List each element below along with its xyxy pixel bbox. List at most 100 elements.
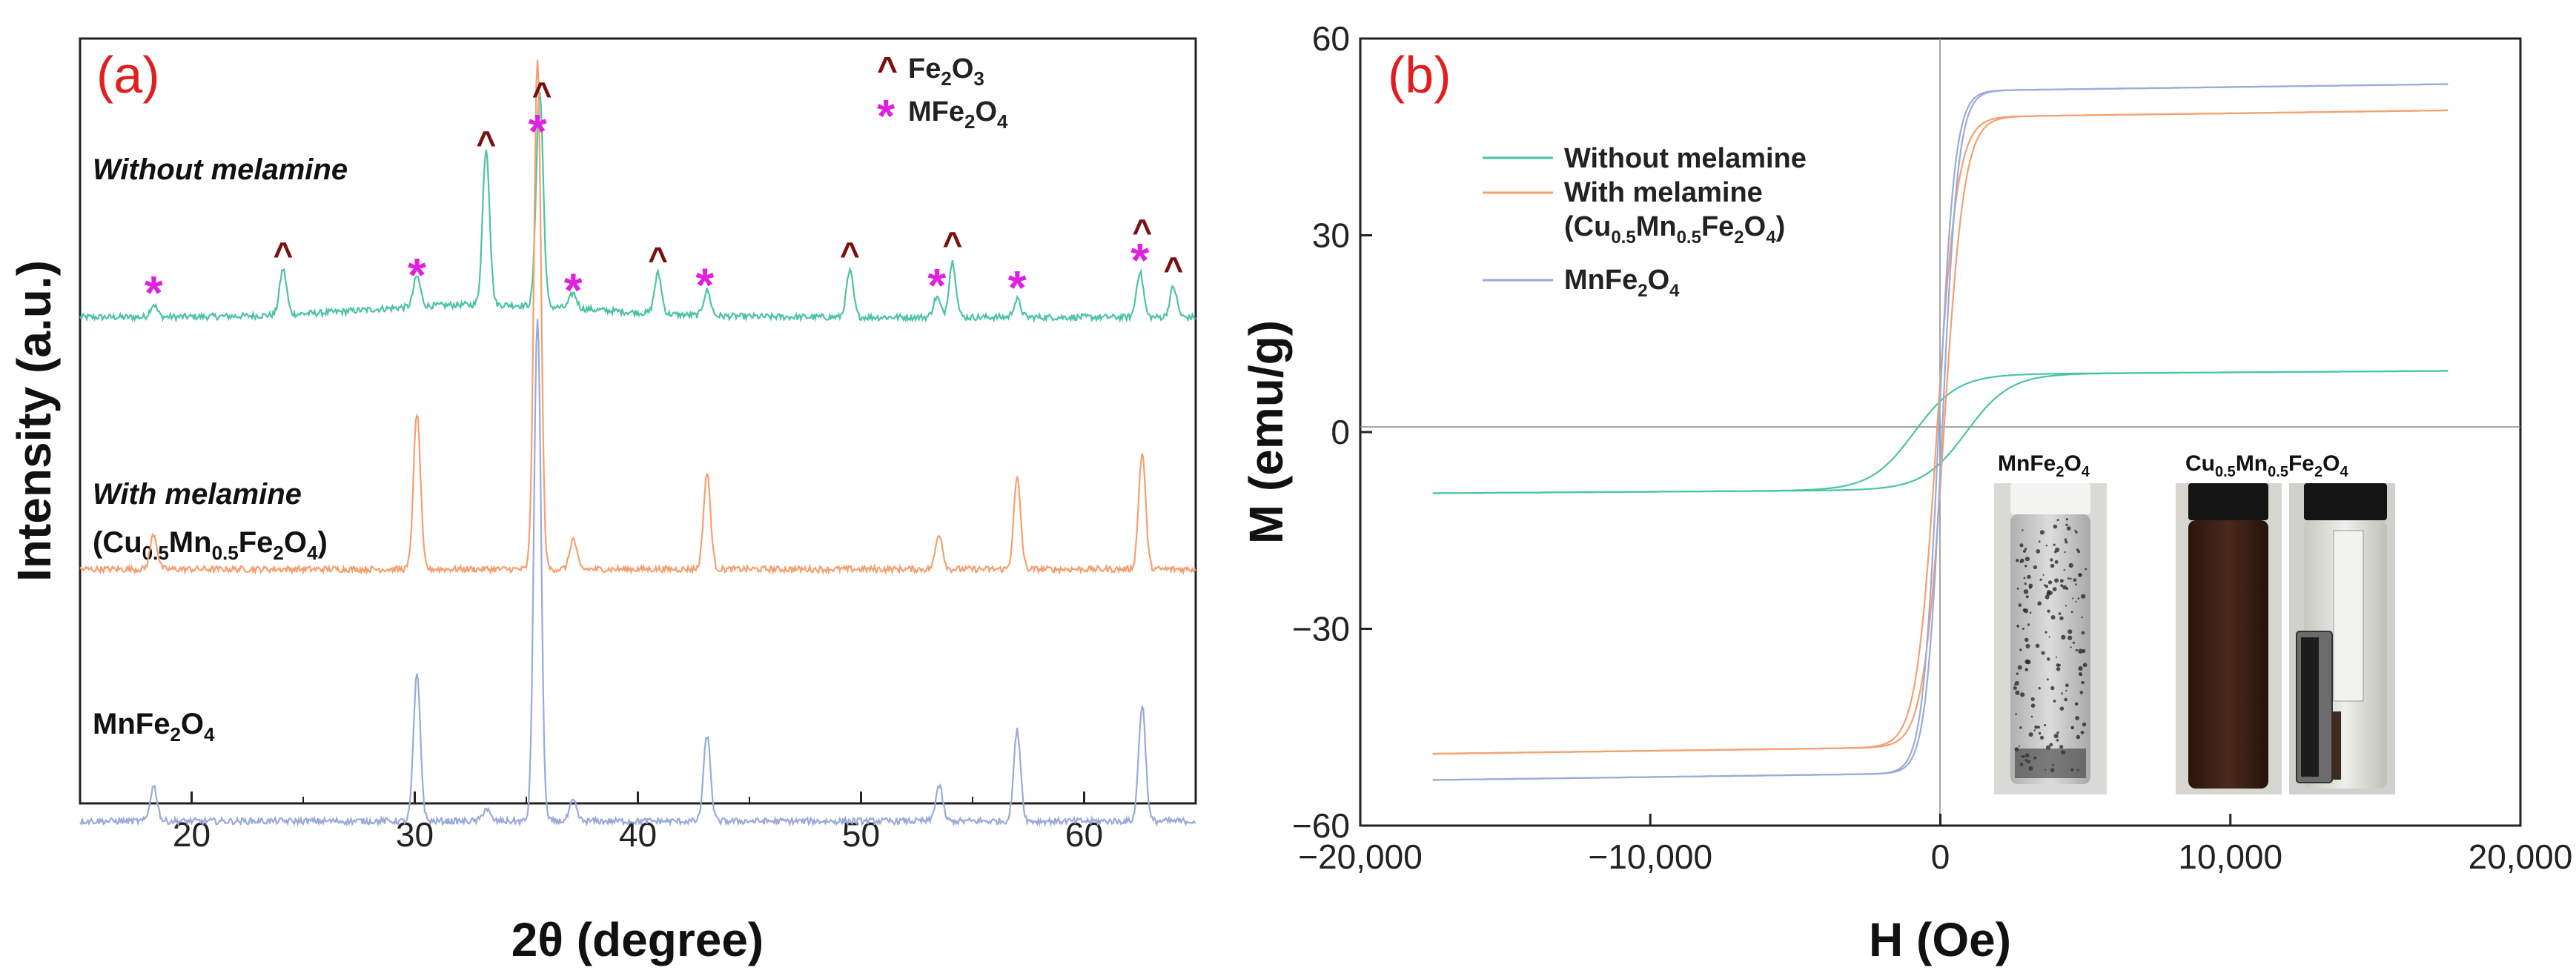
speckle: [2023, 577, 2026, 580]
speckle: [2025, 643, 2030, 648]
speckle: [2038, 687, 2041, 690]
speckle: [2020, 692, 2025, 697]
panel-b: (b) Without melamine With melamine (Cu0.…: [1239, 19, 2572, 966]
speckle: [2037, 726, 2041, 729]
speckle: [2065, 523, 2068, 526]
speckle: [2070, 577, 2072, 580]
speckle: [2056, 663, 2060, 667]
speckle: [2075, 648, 2078, 652]
speckle: [2050, 558, 2053, 562]
speckle: [2056, 739, 2059, 742]
speckle: [2017, 665, 2022, 670]
legend-fe2o3-marker: ^: [877, 50, 898, 90]
speckle: [2072, 597, 2074, 600]
xrd-series-1: [79, 59, 1196, 576]
speckle: [2016, 587, 2019, 590]
speckle: [2024, 583, 2027, 585]
peak-marker-fe2o3: ^: [532, 75, 552, 113]
panel-b-series: [1432, 83, 2448, 781]
speckle: [2036, 549, 2041, 554]
speckle: [2078, 648, 2083, 654]
photo-cumnfe2o4-magnet: [2289, 483, 2395, 794]
peak-marker-fe2o3: ^: [1163, 250, 1183, 288]
speckle: [2064, 697, 2067, 702]
speckle: [2068, 562, 2073, 568]
speckle: [2065, 689, 2067, 692]
speckle: [2044, 724, 2047, 726]
speckle: [2064, 538, 2067, 541]
speckle: [2061, 692, 2063, 694]
speckle: [2046, 585, 2048, 588]
speckle: [2050, 563, 2055, 568]
speckle: [2018, 745, 2020, 747]
speckle: [2074, 702, 2079, 706]
series-label-mnfe2o4: MnFe2O4: [93, 708, 215, 746]
speckle: [2014, 680, 2019, 686]
speckle: [2016, 672, 2019, 675]
series-label-with-formula: (Cu0.5Mn0.5Fe2O4): [93, 526, 328, 564]
speckle: [2055, 547, 2060, 553]
speckle: [2044, 594, 2050, 600]
speckle: [2019, 648, 2022, 651]
speckle: [2030, 697, 2035, 701]
speckle: [2061, 634, 2066, 640]
speckle: [2059, 706, 2065, 711]
speckle: [2042, 574, 2044, 576]
speckle: [2047, 580, 2053, 585]
speckle: [2050, 686, 2055, 691]
speckle: [2053, 543, 2056, 546]
speckle: [2028, 732, 2033, 737]
speckle: [2075, 583, 2077, 585]
peak-marker-fe2o3: ^: [840, 235, 860, 273]
peak-marker-fe2o3: ^: [1132, 212, 1152, 250]
speckle: [2044, 631, 2047, 634]
peak-marker-mfe2o4: *: [1008, 261, 1027, 314]
panel-b-xtick-label: 10,000: [2178, 837, 2282, 876]
panel-b-ytick-label: 0: [1331, 413, 1350, 451]
speckle: [2065, 605, 2067, 607]
speckle: [2039, 578, 2042, 581]
speckle: [2070, 646, 2072, 648]
peak-marker-fe2o3: ^: [648, 240, 668, 279]
panel-b-ytick-label: −60: [1292, 806, 1350, 845]
panel-a-series: [79, 59, 1196, 828]
speckle: [2015, 713, 2017, 715]
speckle: [2048, 591, 2053, 595]
speckle: [2019, 543, 2024, 548]
speckle: [2081, 616, 2083, 619]
speckle: [2024, 668, 2029, 671]
speckle: [2047, 678, 2049, 681]
speckle: [2024, 637, 2029, 643]
speckle: [2038, 540, 2041, 542]
speckle: [2056, 519, 2059, 522]
speckle: [2065, 683, 2069, 688]
speckle: [2024, 557, 2030, 562]
speckle: [2029, 611, 2032, 614]
speckle: [2027, 623, 2030, 626]
speckle: [2062, 585, 2067, 590]
speckle: [2081, 631, 2085, 635]
panel-b-y-title: M (emu/g): [1239, 320, 1293, 544]
peak-marker-mfe2o4: *: [408, 248, 426, 302]
legend-mfe2o4-label: MFe2O4: [908, 96, 1008, 133]
panel-b-x-title: H (Oe): [1869, 913, 2011, 966]
speckle: [2030, 715, 2033, 718]
panel-a-xtick-label: 30: [396, 815, 434, 854]
speckle: [2050, 615, 2056, 620]
speckle: [2033, 729, 2036, 731]
speckle: [2067, 577, 2070, 580]
speckle: [2077, 550, 2081, 554]
inset-label-mnfe2o4: MnFe2O4: [1998, 451, 2090, 480]
peak-marker-mfe2o4: *: [529, 104, 547, 158]
speckle: [2082, 663, 2087, 668]
speckle: [2024, 548, 2027, 551]
speckle: [2058, 612, 2062, 615]
speckle: [2048, 636, 2050, 638]
speckle: [2049, 743, 2053, 747]
peak-marker-mfe2o4: *: [927, 259, 946, 312]
panel-b-xtick-label: 20,000: [2469, 837, 2573, 876]
speckle: [2059, 616, 2064, 620]
speckle: [2018, 603, 2022, 607]
speckle: [2072, 641, 2075, 644]
